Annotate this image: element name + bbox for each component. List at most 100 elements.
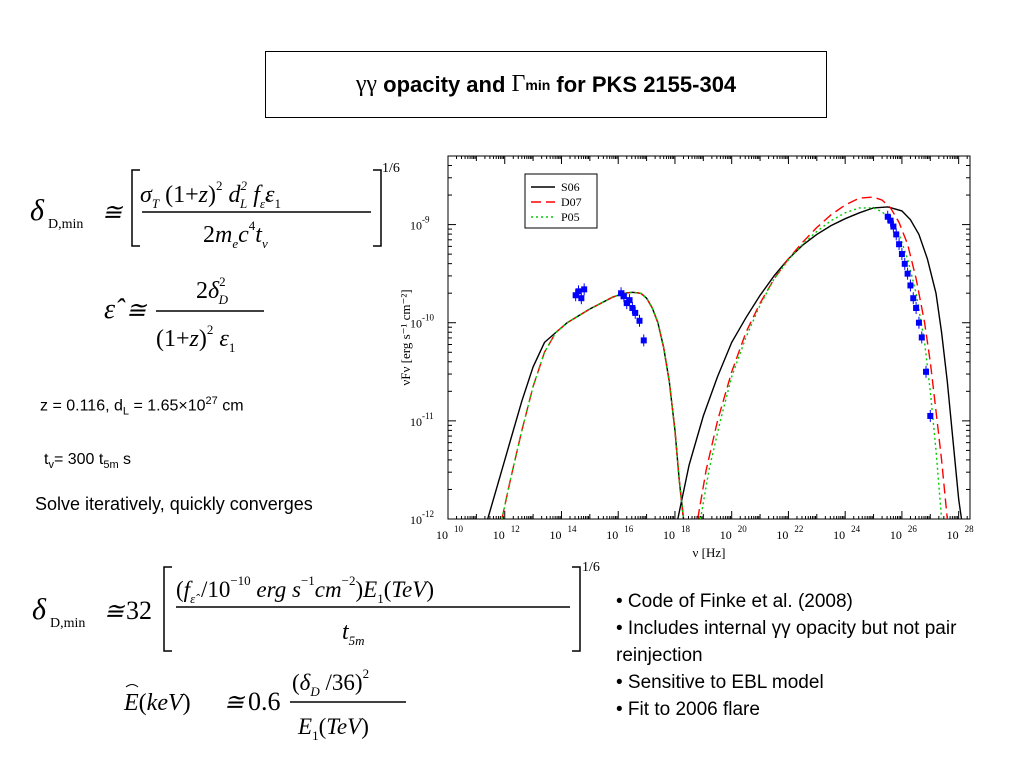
legend-label: D07 [561,195,582,209]
svg-text:1/6: 1/6 [382,161,400,176]
title-middle: opacity and [377,71,512,97]
data-point [578,295,585,302]
svg-text:t5m: t5m [342,619,365,648]
param-dl-exp: 27 [205,395,218,407]
chart-data-points [572,210,934,422]
svg-text:≅: ≅ [224,690,246,716]
y-tick-label-exp: -9 [422,215,430,225]
series-line-d07 [501,291,685,519]
x-tick-label: 10 [833,528,845,542]
x-tick-label: 10 [436,528,448,542]
solve-note: Solve iteratively, quickly converges [35,494,313,514]
equation-delta-min-svg: δ D,min ≅ σT (1+z)2 d2 L fε̂ε1 2mec4tv 1/… [30,161,400,251]
chart-ticks [447,155,970,520]
param-z-text: z = 0.116, d [40,397,123,415]
data-point [896,241,903,248]
equation-epsilon-hat-svg: ε̂ ≅ 2δ2 D (1+z)2 ε1 [104,274,264,355]
bullet-item: • Sensitive to EBL model [616,672,824,693]
data-point [918,334,925,341]
param-tv-text: t [44,451,49,468]
title-suffix: for PKS 2155-304 [550,71,737,97]
data-point [907,282,914,289]
chart-y-axis-label: νFν [erg s⁻¹ cm⁻²] [398,289,413,385]
sed-chart: 10 10 10 12 10 14 10 16 10 18 10 20 10 22 10 24 10 26 10 28… [398,155,974,560]
data-point [927,412,934,419]
param-tv-value: = 300 t [53,451,104,468]
x-tick-label-exp: 16 [624,524,634,534]
data-point [629,305,636,312]
data-point [887,217,894,224]
param-variability-time: tv= 300 t5m s [44,451,131,471]
series-line-s06 [677,206,963,519]
data-point [632,309,639,316]
svg-text:2mec4tv: 2mec4tv [203,218,268,251]
data-point [904,270,911,277]
equation-delta-min-numeric: δ D,min ≅ 32 (fε̂ /10−10 erg s−1cm−2)E1(… [30,557,600,662]
y-tick-label: 10 [410,513,422,527]
y-tick-label-exp: -12 [422,509,434,519]
svg-text:1/6: 1/6 [582,560,600,575]
bullet-item: • Code of Finke et al. (2008) [616,591,853,612]
svg-text:ε̂: ε̂ [104,294,126,325]
data-point [898,251,905,258]
data-point [884,213,891,220]
param-dl-unit: cm [217,397,244,415]
equation-delta-min-numeric-svg: δ D,min ≅ 32 (fε̂ /10−10 erg s−1cm−2)E1(… [32,560,600,652]
y-tick-label: 10 [410,415,422,429]
bullet-item: • Includes internal γγ opacity but not p… [616,618,957,666]
title-gamma-gamma: γγ [355,71,378,97]
data-point [910,295,917,302]
equation-delta-min: δ D,min ≅ σT (1+z)2 d2 L fε̂ε1 2mec4tv 1/… [28,158,400,253]
data-point [901,260,908,267]
x-tick-label-exp: 22 [794,524,803,534]
svg-text:≅: ≅ [126,298,148,324]
x-tick-label-exp: 14 [567,524,577,534]
data-point [626,297,633,304]
bullet-item: • Fit to 2006 flare [616,699,760,720]
x-tick-label-exp: 20 [738,524,748,534]
x-tick-label-exp: 28 [965,524,975,534]
x-tick-label-exp: 18 [681,524,691,534]
svg-text:E(keV): E(keV) [123,690,191,716]
svg-text:≅: ≅ [104,599,126,625]
svg-text:D,min: D,min [50,616,85,631]
x-tick-label-exp: 26 [908,524,918,534]
svg-text:(1+z)2 ε1: (1+z)2 ε1 [156,322,235,355]
svg-text:(fε̂ /10−10 erg s−1cm−2)E1(TeV: (fε̂ /10−10 erg s−1cm−2)E1(TeV) [176,573,434,606]
x-tick-label: 10 [663,528,675,542]
x-tick-label-exp: 24 [851,524,861,534]
svg-text:E1(TeV): E1(TeV) [297,714,369,743]
title-gamma-sub: min [525,76,551,93]
param-t5m-sub: 5m [103,459,119,472]
y-tick-label-exp: -10 [422,313,434,323]
x-tick-label: 10 [776,528,788,542]
data-point [575,288,582,295]
svg-text:δ: δ [30,194,45,227]
bullet-list: • Code of Finke et al. (2008) • Includes… [616,588,1006,723]
legend-box [524,173,598,229]
data-point [572,292,579,299]
param-dl-value: = 1.65×10 [129,397,206,415]
param-dl-sub: L [122,405,129,418]
x-tick-label: 10 [606,528,618,542]
param-redshift-distance: z = 0.116, dL = 1.65×1027 cm [40,395,244,418]
data-point [636,317,643,324]
svg-text:(δD /36)2: (δD /36)2 [292,666,369,699]
series-line-d07 [697,196,948,519]
svg-text:δ: δ [32,593,47,626]
y-tick-label: 10 [410,317,422,331]
x-tick-label-exp: 10 [454,524,464,534]
data-point [893,231,900,238]
param-tv-sub: v [48,459,54,472]
data-point [890,223,897,230]
x-tick-label: 10 [947,528,959,542]
svg-text:≅: ≅ [102,200,124,226]
svg-text:0.6: 0.6 [248,687,281,716]
svg-text:σT (1+z)2 d2L fε̂ε1: σT (1+z)2 d2 L fε̂ε1 [140,178,281,211]
chart-tick-labels: 10 10 10 12 10 14 10 16 10 18 10 20 10 22 10 24 10 26 10 28… [410,215,974,542]
title-gamma: Γ [511,71,526,97]
data-point [620,293,627,300]
